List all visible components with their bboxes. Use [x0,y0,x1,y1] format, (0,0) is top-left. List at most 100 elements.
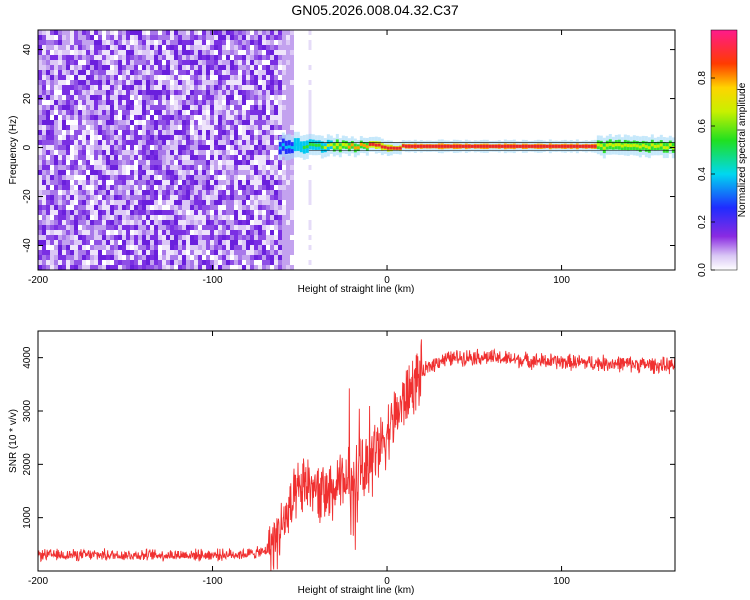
spectrogram-noise-cell [38,150,42,155]
spectrogram-noise-cell [158,205,162,210]
spectrogram-noise-cell [258,155,262,160]
spectrogram-noise-cell [266,190,270,195]
spectrogram-noise-cell [146,95,150,100]
spectrogram-noise-cell [130,200,134,205]
spectrogram-noise-cell [222,260,226,265]
spectrogram-noise-cell [42,130,46,135]
spectrogram-noise-cell [266,215,270,220]
spectrogram-noise-cell [58,70,62,75]
spectrogram-noise-cell [114,45,118,50]
spectrogram-noise-cell [158,155,162,160]
spectrogram-noise-cell [218,80,222,85]
spectrogram-noise-cell [150,140,154,145]
spectrogram-noise-cell [230,200,234,205]
spectrogram-noise-cell [218,110,222,115]
spectrogram-ridge-core [485,144,489,148]
spectrogram-noise-cell [50,205,54,210]
spectrogram-noise-cell [254,230,258,235]
spectrogram-noise-cell [246,95,250,100]
spectrogram-noise-cell [166,170,170,175]
spectrogram-noise-cell [54,165,58,170]
spectrogram-noise-cell [50,100,54,105]
spectrogram-noise-cell [102,95,106,100]
spectrogram-noise-cell [222,235,226,240]
spectrogram-noise-cell [162,245,166,250]
spectrogram-noise-cell [210,30,214,35]
spectrogram-noise-cell [94,125,98,130]
spectrogram-noise-cell [270,130,274,135]
snr-x-tick-label: -200 [28,576,48,587]
spectrogram-noise-cell [242,45,246,50]
spectrogram-noise-cell [146,40,150,45]
spectrogram-noise-cell [206,220,210,225]
spectrogram-noise-cell [178,35,182,40]
spectrogram-noise-cell [138,220,142,225]
spectrogram-noise-cell [78,70,82,75]
spectrogram-noise-cell [266,145,270,150]
spectrogram-noise-cell [234,140,238,145]
spectrogram-noise-cell [170,40,174,45]
spectrogram-noise-cell [98,115,102,120]
spectrogram-noise-cell [258,100,262,105]
spectrogram-noise-cell [130,205,134,210]
spectrogram-noise-cell [222,180,226,185]
spectrogram-noise-cell [102,145,106,150]
spectrogram-noise-cell [98,130,102,135]
spectrogram-noise-cell [198,60,202,65]
spectrogram-noise-cell [238,240,242,245]
spectrogram-noise-cell [138,175,142,180]
spectrogram-noise-cell [102,215,106,220]
spectrogram-noise-cell [254,180,258,185]
spectrogram-noise-cell [242,255,246,260]
spectrogram-noise-cell [50,170,54,175]
spectrogram-noise-cell [266,35,270,40]
spectrogram-noise-cell [146,240,150,245]
spectrogram-noise-cell [86,165,90,170]
spectrogram-noise-cell [278,235,282,240]
spectrogram-noise-cell [86,35,90,40]
spectrogram-noise-cell [54,170,58,175]
spectrogram-ridge-core [431,144,435,148]
spectrogram-noise-cell [142,245,146,250]
spectrogram-noise-cell [214,65,218,70]
spectrogram-noise-cell [146,145,150,150]
spectrogram-noise-cell [254,105,258,110]
spectrogram-noise-cell [82,185,86,190]
spectrogram-noise-cell [142,250,146,255]
spectrogram-noise-cell [42,250,46,255]
spectrogram-noise-cell [46,105,50,110]
spectrogram-noise-cell [106,250,110,255]
spectrogram-noise-cell [78,125,82,130]
spectrogram-noise-cell [150,185,154,190]
spectrogram-noise-cell [254,125,258,130]
spectrogram-noise-cell [194,105,198,110]
spectrogram-noise-cell [126,160,130,165]
spectrogram-noise-cell [66,190,70,195]
spectrogram-noise-cell [162,200,166,205]
spectrogram-noise-cell [78,45,82,50]
spectrogram-noise-cell [146,80,150,85]
spectrogram-noise-cell [226,130,230,135]
spectrogram-noise-cell [190,135,194,140]
spectrogram-noise-cell [94,190,98,195]
spectrogram-noise-cell [130,130,134,135]
spectrogram-noise-cell [38,40,42,45]
spectrogram-ridge-core [578,144,582,148]
spectrogram-noise-cell [42,50,46,55]
spectrogram-noise-cell [278,230,282,235]
spectrogram-ridge-core [422,144,426,148]
spectrogram-noise-cell [182,145,186,150]
spectrogram-noise-cell [90,115,94,120]
spectrogram-noise-cell [126,230,130,235]
spectrogram-noise-cell [166,140,170,145]
spectrogram-noise-cell [182,35,186,40]
spectrogram-ridge-core [317,143,321,147]
spectrogram-noise-cell [74,95,78,100]
spectrogram-noise-cell [258,85,262,90]
spectrogram-noise-cell [234,240,238,245]
spectrogram-noise-cell [238,140,242,145]
spectrogram-noise-cell [82,195,86,200]
spectrogram-noise-cell [174,140,178,145]
spectrogram-noise-cell [238,120,242,125]
spectrogram-noise-cell [170,235,174,240]
